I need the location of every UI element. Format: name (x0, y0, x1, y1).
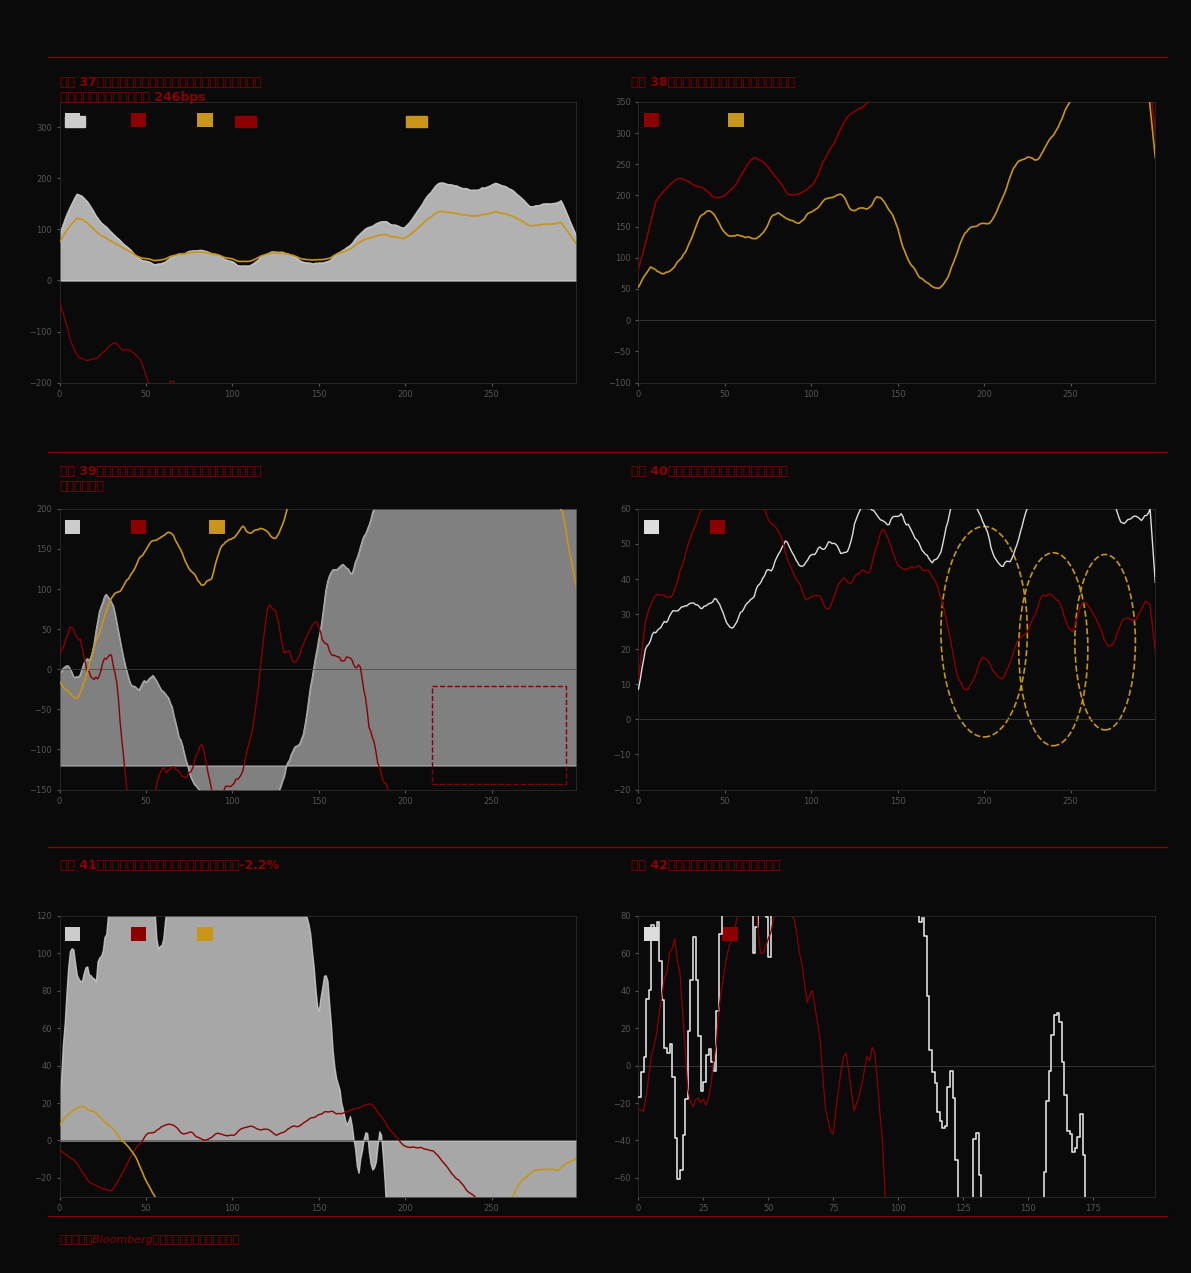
FancyBboxPatch shape (64, 113, 80, 127)
Bar (236, 116, 256, 127)
Text: 图表 42：经济增长是汇率预期变化的核心: 图表 42：经济增长是汇率预期变化的核心 (631, 859, 780, 872)
FancyBboxPatch shape (210, 521, 225, 535)
FancyBboxPatch shape (64, 521, 80, 535)
FancyBboxPatch shape (710, 521, 725, 535)
Text: 图表 40：汇率隐含波动率会传导至股票资产: 图表 40：汇率隐含波动率会传导至股票资产 (631, 465, 788, 477)
Text: 资料来源：Bloomberg；万得资讯；中金公司研究部: 资料来源：Bloomberg；万得资讯；中金公司研究部 (60, 1235, 239, 1245)
Bar (64, 116, 86, 127)
Text: 图表 39：中美利差与美元兑人民币汇率趋势上负相关，但
期间有所分化: 图表 39：中美利差与美元兑人民币汇率趋势上负相关，但 期间有所分化 (60, 465, 261, 493)
FancyBboxPatch shape (131, 113, 146, 127)
FancyBboxPatch shape (131, 521, 146, 535)
FancyBboxPatch shape (197, 113, 212, 127)
Bar (406, 116, 426, 127)
FancyBboxPatch shape (131, 927, 146, 941)
FancyBboxPatch shape (197, 927, 212, 941)
FancyBboxPatch shape (64, 927, 80, 941)
Text: 图表 37：中债利率进一步上行，而美债利率窄幅振荡，中
美利差再次创下历史新高至 246bps: 图表 37：中债利率进一步上行，而美债利率窄幅振荡，中 美利差再次创下历史新高至… (60, 76, 261, 104)
Text: 图表 38：长、短端中美国债利差均有明显走阔: 图表 38：长、短端中美国债利差均有明显走阔 (631, 76, 796, 89)
Text: 图表 41：人民币远期合约隐含贬值预期小幅下降至-2.2%: 图表 41：人民币远期合约隐含贬值预期小幅下降至-2.2% (60, 859, 279, 872)
FancyBboxPatch shape (643, 521, 659, 535)
FancyBboxPatch shape (729, 113, 744, 127)
FancyBboxPatch shape (643, 927, 659, 941)
Bar (431, 686, 566, 784)
FancyBboxPatch shape (643, 113, 659, 127)
FancyBboxPatch shape (722, 927, 737, 941)
